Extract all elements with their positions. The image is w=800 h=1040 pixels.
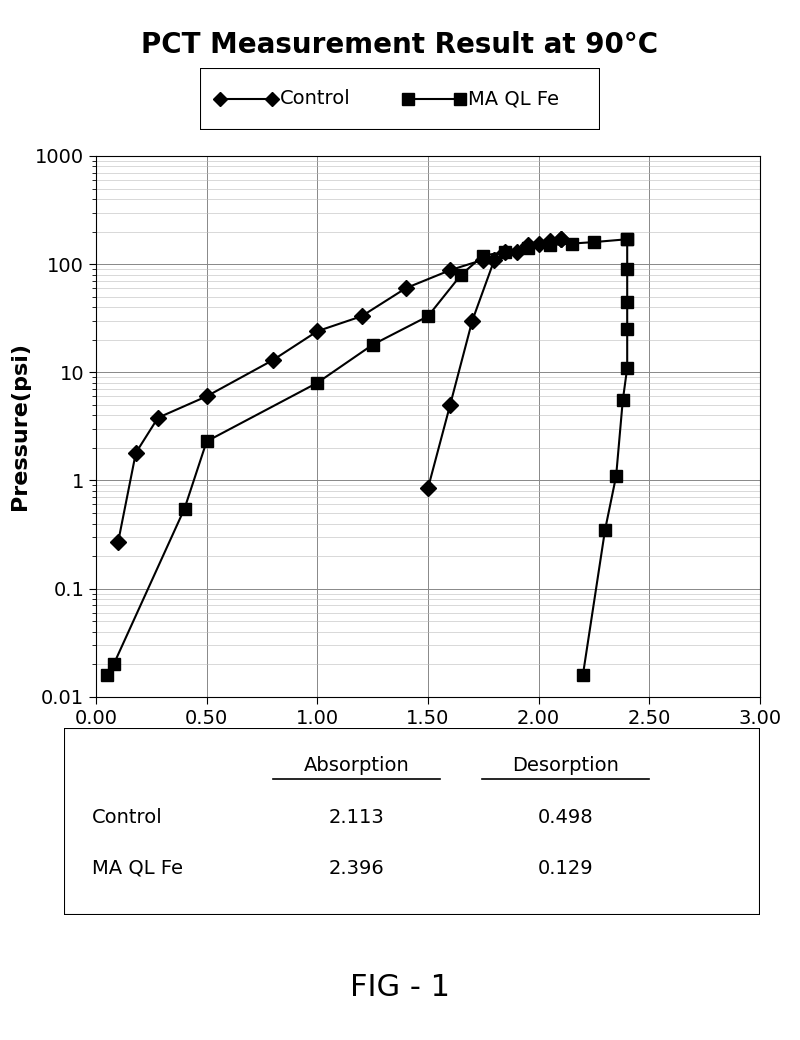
Y-axis label: Pressure(psi): Pressure(psi) [10, 342, 30, 511]
Text: MA QL Fe: MA QL Fe [92, 859, 183, 878]
Text: MA QL Fe: MA QL Fe [468, 89, 559, 108]
Text: 0.129: 0.129 [538, 859, 593, 878]
Text: Absorption: Absorption [303, 756, 409, 775]
Text: 2.113: 2.113 [329, 808, 384, 828]
Text: Control: Control [280, 89, 350, 108]
X-axis label: Absorption Weight(wt%): Absorption Weight(wt%) [274, 733, 582, 753]
Text: 0.498: 0.498 [538, 808, 593, 828]
FancyBboxPatch shape [200, 68, 600, 130]
Text: 2.396: 2.396 [329, 859, 384, 878]
Text: Desorption: Desorption [512, 756, 618, 775]
Text: FIG - 1: FIG - 1 [350, 973, 450, 1003]
Text: PCT Measurement Result at 90°C: PCT Measurement Result at 90°C [142, 31, 658, 59]
FancyBboxPatch shape [64, 728, 760, 915]
Text: Control: Control [92, 808, 162, 828]
